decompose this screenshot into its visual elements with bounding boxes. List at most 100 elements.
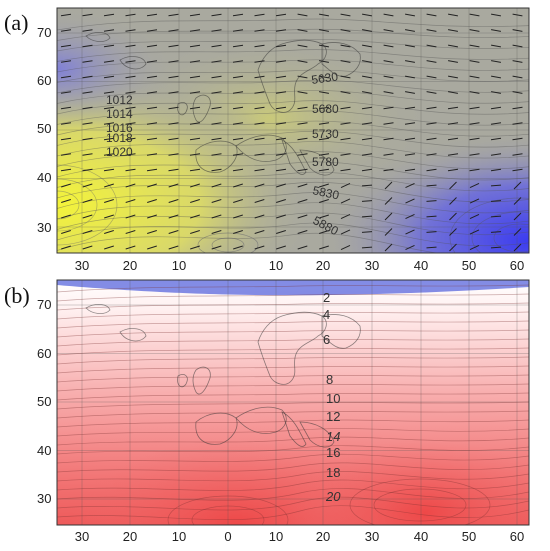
x-tick-a-50e: 50	[462, 258, 476, 273]
y-tick-a-60: 60	[37, 73, 51, 88]
wind-vector	[512, 168, 523, 172]
wind-vector	[340, 13, 351, 17]
wind-vector	[211, 230, 222, 234]
wind-vector	[469, 182, 480, 189]
wind-vector	[319, 245, 329, 250]
wind-vector	[254, 29, 265, 32]
coastline-a-segment	[257, 39, 327, 113]
wind-vector	[297, 44, 308, 48]
wind-vector	[469, 244, 480, 251]
wind-vector	[103, 29, 115, 32]
wind-vector	[318, 122, 330, 125]
wind-vector	[297, 137, 308, 141]
wind-vector	[447, 153, 459, 156]
low-contour	[493, 223, 529, 253]
pressure-label-1012: 1012	[106, 93, 133, 107]
wind-vector	[405, 13, 415, 17]
isotherm	[57, 365, 529, 374]
wind-vector	[340, 44, 351, 48]
wind-vector	[60, 122, 72, 125]
wind-vector	[383, 44, 394, 48]
wind-vector	[469, 13, 480, 17]
wind-vector	[361, 122, 373, 125]
wind-vector	[168, 153, 179, 156]
wind-vector	[211, 153, 222, 156]
wind-vector	[168, 13, 179, 17]
x-tick-b-40e: 40	[414, 529, 428, 544]
high-contour	[57, 178, 98, 232]
wind-vector	[104, 245, 114, 250]
wind-vector	[125, 29, 136, 32]
wind-vector	[82, 230, 93, 234]
wind-vector	[82, 75, 93, 79]
wind-vector	[426, 200, 437, 202]
wind-vector	[297, 122, 308, 125]
wind-vector	[275, 91, 287, 94]
wind-vector	[297, 29, 308, 32]
wind-vector	[146, 44, 158, 48]
coastline-a-segment	[85, 32, 111, 42]
wind-vector	[60, 91, 72, 94]
wind-vector	[211, 106, 222, 110]
wind-vector	[447, 122, 459, 125]
temperature-field-cold	[57, 280, 529, 296]
wind-vector	[384, 228, 393, 236]
isobar	[57, 49, 529, 62]
wind-vector	[168, 214, 179, 219]
wind-vector	[426, 106, 437, 110]
wind-vector	[147, 230, 157, 234]
isotherm	[57, 419, 529, 428]
wind-vector	[61, 214, 71, 219]
wind-vector	[168, 245, 179, 250]
wind-vector	[82, 153, 93, 156]
wind-vector	[211, 199, 222, 203]
wind-vector	[125, 230, 136, 234]
wind-vector	[82, 29, 93, 32]
pressure-label-1020: 1020	[106, 145, 133, 159]
wind-vector	[469, 198, 480, 204]
wind-vector	[491, 29, 501, 32]
wind-vector	[232, 44, 244, 48]
isobar	[57, 202, 529, 225]
wind-vector	[82, 168, 93, 172]
isotherm	[57, 471, 529, 482]
isotherm	[57, 320, 529, 329]
wind-vector	[426, 168, 437, 172]
wind-vector	[232, 137, 244, 141]
wind-vector	[61, 199, 71, 203]
x-tick-a-0: 0	[224, 258, 231, 273]
isobar	[57, 130, 529, 148]
isotherm	[57, 392, 529, 401]
wind-vector	[447, 106, 459, 110]
wind-vector	[125, 199, 136, 203]
wind-vector	[340, 182, 351, 189]
wind-vector	[490, 231, 502, 233]
wind-vector	[125, 44, 136, 48]
panel-a-x-ticks: 30 20 10 0 10 20 30 40 50 60	[75, 258, 524, 273]
wind-vector	[490, 122, 502, 125]
panel-b-x-ticks: 30 20 10 0 10 20 30 40 50 60	[75, 529, 524, 544]
wind-vector	[103, 60, 115, 63]
isobar	[57, 110, 529, 126]
wind-vector	[319, 75, 329, 79]
wind-vector	[168, 75, 179, 79]
isotherm	[57, 383, 529, 392]
wind-vector	[383, 29, 394, 32]
wind-vector	[297, 214, 308, 219]
wind-vector	[448, 13, 458, 17]
wind-vector	[319, 214, 329, 219]
wind-vector	[490, 200, 502, 202]
wind-vector	[340, 122, 351, 125]
wind-vector	[405, 213, 415, 220]
wind-vector	[61, 230, 71, 234]
temp-label-20: 20	[325, 489, 341, 504]
wind-vector	[146, 106, 158, 110]
wind-vector	[297, 168, 308, 172]
wind-vector	[146, 29, 158, 32]
isotherm	[57, 338, 529, 347]
wind-vector	[318, 106, 330, 110]
coastline-a	[85, 32, 361, 176]
y-tick-b-60: 60	[37, 346, 51, 361]
wind-vector	[125, 91, 136, 94]
wind-vector	[233, 245, 243, 250]
